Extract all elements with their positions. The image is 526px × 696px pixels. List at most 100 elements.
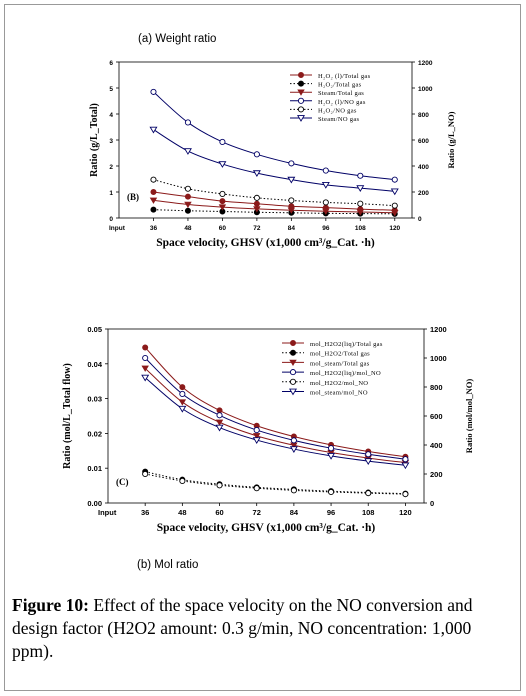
y-tick-label: 2: [109, 164, 113, 171]
data-point: [184, 119, 191, 126]
data-point: [150, 88, 157, 95]
data-point: [184, 185, 191, 192]
legend-label: H₂O₂ (l)/NO gas: [318, 99, 366, 106]
x-tick-label: 36: [141, 508, 149, 517]
series-line: [144, 357, 406, 460]
chart-weight-ratio: (a) Weight ratio012345602004006008001000…: [89, 33, 456, 249]
chart-title: (b) Mol ratio: [137, 559, 198, 571]
y2-axis-label: Ratio (mol/mol_NO): [464, 379, 474, 454]
data-point: [290, 487, 297, 494]
data-point: [357, 200, 364, 207]
y2-tick-label: 1000: [418, 86, 433, 93]
data-point: [184, 201, 192, 209]
y2-tick-label: 600: [430, 412, 443, 421]
panel-letter: (C): [116, 477, 129, 487]
x-tick-label: 120: [389, 225, 400, 232]
legend-label: Steam/Total gas: [318, 90, 364, 97]
legend-marker: [297, 97, 305, 104]
data-point: [328, 445, 335, 452]
legend-label: Steam/NO gas: [318, 116, 360, 123]
data-point: [322, 208, 330, 215]
data-point: [178, 399, 187, 406]
y-axis-label: Ratio (mol/L_Total flow): [62, 363, 73, 469]
data-point: [401, 462, 410, 470]
y-tick-label: 0: [109, 216, 113, 223]
data-point: [391, 176, 398, 183]
data-point: [365, 451, 372, 458]
legend-marker: [297, 89, 305, 96]
x-axis-label: Space velocity, GHSV (x1,000 cm³/g_Cat. …: [157, 522, 376, 534]
y-tick-label: 0.04: [87, 360, 102, 369]
data-point: [253, 206, 261, 213]
legend-marker: [289, 378, 297, 385]
y-tick-label: 6: [109, 60, 113, 67]
figure-caption-text: Effect of the space velocity on the NO c…: [12, 595, 473, 661]
x-tick-label: 72: [253, 508, 261, 517]
data-point: [322, 199, 329, 206]
legend-marker: [297, 115, 305, 122]
series-line: [153, 129, 395, 192]
data-point: [356, 209, 365, 216]
data-point: [253, 485, 260, 492]
data-point: [252, 433, 261, 440]
y-tick-label: 0.01: [87, 464, 102, 473]
x-tick-label: 48: [184, 225, 192, 232]
legend-marker: [289, 388, 297, 396]
data-point: [215, 424, 224, 432]
legend-label: H₂O₂ (l)/Total gas: [318, 73, 371, 80]
data-point: [391, 202, 398, 209]
x-tick-label: 96: [322, 225, 330, 232]
series-line: [153, 199, 395, 214]
y-tick-label: 3: [109, 138, 113, 145]
series-line: [144, 377, 406, 466]
data-point: [402, 491, 409, 498]
data-point: [219, 138, 226, 145]
data-point: [365, 490, 372, 497]
data-point: [290, 437, 297, 444]
legend-label: H₂O₂/Total gas: [318, 82, 362, 89]
plot-area: [107, 328, 425, 504]
y-axis-label: Ratio (g/L_Total): [89, 103, 100, 177]
y2-tick-label: 400: [418, 164, 429, 171]
data-point: [253, 194, 260, 201]
data-point: [391, 210, 399, 217]
data-point: [287, 207, 296, 214]
legend-label: mol_steam/Total gas: [310, 360, 370, 367]
y2-axis-label: Ratio (g/L_NO): [446, 111, 456, 168]
data-point: [322, 167, 329, 174]
figure-frame: [4, 4, 521, 691]
legend-label: mol_H2O2(liq)/Total gas: [310, 341, 383, 348]
panel-letter: (B): [127, 192, 139, 202]
data-point: [364, 458, 373, 465]
data-point: [142, 354, 149, 362]
x-tick-label: 60: [215, 508, 223, 517]
y2-tick-label: 800: [430, 383, 443, 392]
data-point: [179, 477, 186, 485]
y-tick-label: 0.03: [87, 395, 102, 404]
y2-tick-label: 200: [418, 190, 429, 197]
data-point: [216, 482, 223, 489]
legend-label: mol_H2O2(liq)/mol_NO: [310, 370, 381, 377]
legend-label: mol_H2O2/mol_NO: [310, 380, 368, 387]
legend-marker: [297, 106, 305, 113]
data-point: [218, 204, 227, 211]
y2-tick-label: 200: [430, 470, 443, 479]
data-point: [216, 412, 223, 419]
data-point: [288, 197, 295, 204]
x-tick-label: 108: [355, 225, 366, 232]
series-line: [145, 471, 406, 495]
legend-label: H₂O₂/NO gas: [318, 107, 357, 114]
x-tick-label: 72: [253, 225, 261, 232]
legend-marker: [289, 349, 296, 356]
x-tick-label: 108: [362, 508, 375, 517]
data-point: [252, 170, 261, 178]
data-point: [253, 151, 260, 158]
legend-marker: [289, 359, 297, 366]
data-point: [219, 198, 226, 205]
chart-title: (a) Weight ratio: [138, 33, 216, 45]
data-point: [184, 193, 191, 200]
data-point: [356, 185, 365, 192]
figure-caption: Figure 10: Effect of the space velocity …: [12, 594, 512, 663]
data-point: [327, 453, 336, 460]
data-point: [149, 197, 158, 204]
